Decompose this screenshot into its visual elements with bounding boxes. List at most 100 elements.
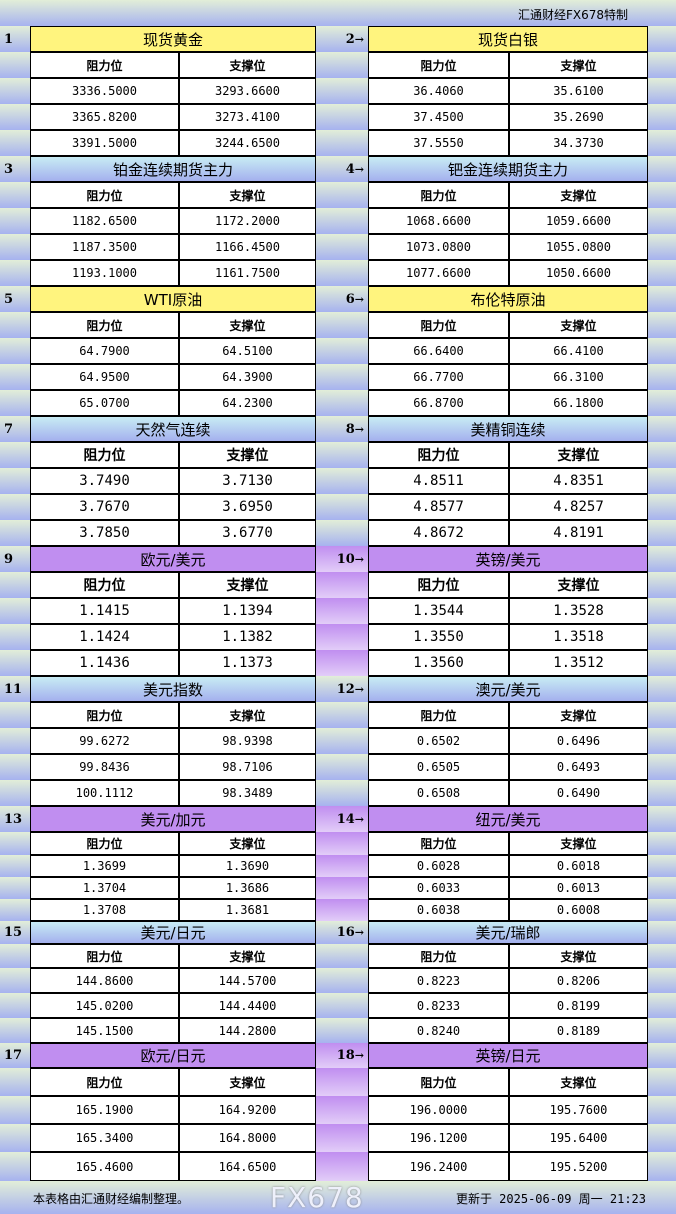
middle-band [316,877,368,899]
resistance-value: 0.6502 [368,728,509,754]
support-value: 1.3690 [179,855,316,877]
middle-band [316,1068,368,1096]
support-header: 支撑位 [179,52,316,78]
resistance-value: 196.2400 [368,1152,509,1181]
gutter-band [0,572,30,598]
section-number-text: 6 [345,291,355,307]
resistance-value: 1.3708 [30,899,179,921]
support-header: 支撑位 [509,702,648,728]
resistance-header: 阻力位 [30,832,179,855]
arrow-icon: → [354,1049,364,1062]
middle-band [316,1018,368,1043]
gutter-band [0,806,30,832]
section-header: 现货黄金 [30,26,316,52]
section-number: 2 → [318,26,366,52]
gutter-band [648,182,676,208]
gutter-band [0,754,30,780]
gutter-band [0,877,30,899]
gutter-band [648,676,676,702]
gutter-band [0,598,30,624]
resistance-value: 36.4060 [368,78,509,104]
section-header: 英镑/日元 [368,1043,648,1068]
middle-band [316,234,368,260]
section-header: 纽元/美元 [368,806,648,832]
support-value: 1055.0800 [509,234,648,260]
gutter-band [648,1152,676,1181]
gutter-band [0,520,30,546]
gutter-band [0,546,30,572]
support-value: 1.3518 [509,624,648,650]
section-header: 美元/日元 [30,921,316,944]
middle-band [316,78,368,104]
gutter-band [0,1018,30,1043]
resistance-value: 0.8233 [368,993,509,1018]
support-value: 66.4100 [509,338,648,364]
gutter-band [648,442,676,468]
resistance-value: 145.1500 [30,1018,179,1043]
support-value: 35.2690 [509,104,648,130]
middle-band [316,416,368,442]
gutter-band [648,993,676,1018]
gutter-band [0,156,30,182]
support-header: 支撑位 [509,572,648,598]
support-value: 0.6018 [509,855,648,877]
gutter-band [0,130,30,156]
middle-band [316,390,368,416]
gutter-band [648,877,676,899]
section-header: 澳元/美元 [368,676,648,702]
support-value: 1050.6600 [509,260,648,286]
gutter-band [0,968,30,993]
arrow-icon: → [354,926,364,939]
gutter-band [0,104,30,130]
resistance-value: 3336.5000 [30,78,179,104]
gutter-band [0,1152,30,1181]
resistance-value: 66.8700 [368,390,509,416]
support-header: 支撑位 [179,312,316,338]
gutter-band [648,855,676,877]
section-number: 1 [4,31,14,47]
support-value: 4.8257 [509,494,648,520]
resistance-header: 阻力位 [30,442,179,468]
gutter-band [648,1068,676,1096]
resistance-value: 3.7850 [30,520,179,546]
resistance-value: 145.0200 [30,993,179,1018]
gutter-band [648,520,676,546]
support-header: 支撑位 [509,182,648,208]
support-header: 支撑位 [509,52,648,78]
gutter-band [0,1124,30,1152]
support-header: 支撑位 [509,312,648,338]
middle-band [316,1152,368,1181]
arrow-icon: → [354,32,364,46]
support-value: 0.6496 [509,728,648,754]
update-time: 更新于 2025-06-09 周一 21:23 [455,1192,646,1206]
resistance-value: 1.3560 [368,650,509,676]
support-value: 0.6490 [509,780,648,806]
gutter-band [648,312,676,338]
gutter-band [648,26,676,52]
support-value: 98.9398 [179,728,316,754]
gutter-band [648,944,676,968]
support-value: 4.8191 [509,520,648,546]
arrow-icon: → [354,552,364,566]
middle-band [316,208,368,234]
resistance-header: 阻力位 [30,52,179,78]
gutter-band [648,494,676,520]
support-value: 164.9200 [179,1096,316,1124]
resistance-value: 1.3550 [368,624,509,650]
gutter-band [648,754,676,780]
support-value: 195.7600 [509,1096,648,1124]
middle-band [316,26,368,52]
gutter-band [648,1124,676,1152]
section-number: 6 → [318,286,366,312]
section-number-text: 18 [336,1048,355,1063]
resistance-value: 3391.5000 [30,130,179,156]
middle-band [316,780,368,806]
resistance-header: 阻力位 [30,1068,179,1096]
resistance-value: 64.7900 [30,338,179,364]
gutter-band [0,390,30,416]
section-number: 17 [4,1048,23,1063]
support-header: 支撑位 [509,1068,648,1096]
resistance-header: 阻力位 [368,572,509,598]
gutter-band [648,1018,676,1043]
gutter-band [648,921,676,944]
